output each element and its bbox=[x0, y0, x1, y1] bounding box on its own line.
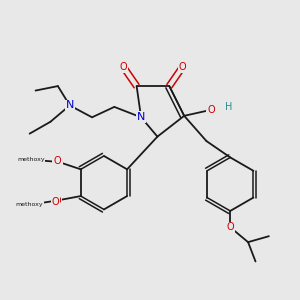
Text: methoxy: methoxy bbox=[16, 202, 43, 207]
Text: O: O bbox=[207, 105, 215, 115]
Text: N: N bbox=[137, 112, 145, 122]
Text: N: N bbox=[66, 100, 74, 110]
Text: O: O bbox=[55, 157, 62, 167]
Text: H: H bbox=[225, 102, 232, 112]
Text: O: O bbox=[52, 197, 59, 207]
Text: O: O bbox=[119, 62, 127, 72]
Text: methoxy: methoxy bbox=[17, 157, 45, 162]
Text: O: O bbox=[226, 222, 234, 232]
Text: O: O bbox=[53, 156, 61, 166]
Text: O: O bbox=[179, 62, 187, 72]
Text: O: O bbox=[53, 196, 61, 206]
